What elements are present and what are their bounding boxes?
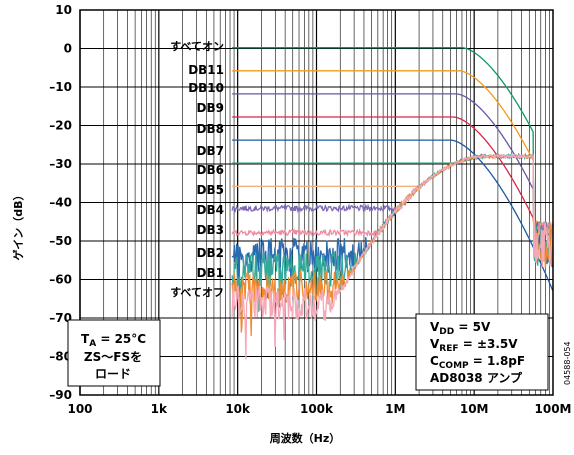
vref-value: = ±3.5V <box>459 337 519 351</box>
vref-symbol: V <box>430 337 440 351</box>
x-axis-label: 周波数（Hz） <box>270 431 341 445</box>
vdd-subscript: DD <box>439 327 454 337</box>
x-tick-label: 100k <box>300 402 334 416</box>
y-axis-label: ゲイン（dB） <box>11 189 25 260</box>
series-line-DB10 <box>232 93 554 235</box>
x-tick-label: 10M <box>460 402 489 416</box>
ta-symbol: T <box>81 332 90 346</box>
y-tick-label: –90 <box>49 388 72 402</box>
zs-fs-line2: ロード <box>95 367 131 381</box>
ta-annotation-box: TA = 25°C ZS～FSを ロード <box>67 319 161 387</box>
plot-border <box>79 9 554 396</box>
curve-label: すべてオフ <box>170 286 224 299</box>
curves <box>231 47 554 360</box>
series-line-すべてオフ <box>231 153 554 360</box>
curve-label: DB2 <box>197 246 224 260</box>
curve-label: DB11 <box>188 63 224 77</box>
curve-label: DB3 <box>197 223 224 237</box>
curve-label: すべてオン <box>170 40 224 53</box>
curve-label: DB6 <box>197 163 224 177</box>
y-tick-label: –80 <box>49 350 72 364</box>
curve-label: DB9 <box>197 101 224 115</box>
x-tick-label: 100 <box>67 402 92 416</box>
ccomp-subscript: COMP <box>439 361 469 371</box>
curve-label: DB7 <box>197 144 224 158</box>
vref-subscript: REF <box>439 344 458 354</box>
series-line-DB11 <box>232 70 554 235</box>
y-tick-label: –20 <box>49 119 72 133</box>
y-tick-label: –40 <box>49 196 72 210</box>
zs-fs-line1: ZS～FSを <box>84 350 142 364</box>
ta-value: = 25°C <box>96 332 146 346</box>
x-tick-label: 1M <box>385 402 405 416</box>
svg-text:CCOMP = 1.8pF: CCOMP = 1.8pF <box>430 354 525 371</box>
series-line-すべてオン <box>232 47 554 237</box>
svg-text:VREF = ±3.5V: VREF = ±3.5V <box>430 337 518 354</box>
series-line-DB9 <box>232 116 554 262</box>
curve-label: DB5 <box>197 183 224 197</box>
curve-labels: すべてオン DB11 DB10 DB9 DB8 DB7 DB6 DB5 DB4 DB3 DB2 DB1… <box>170 40 224 299</box>
curve-label: DB4 <box>197 203 224 217</box>
y-tick-label: 0 <box>64 42 72 56</box>
y-tick-label: –10 <box>49 80 72 94</box>
ta-subscript: A <box>89 339 96 349</box>
figure-id: 04588-054 <box>563 341 572 385</box>
x-tick-label: 100M <box>535 402 572 416</box>
vdd-symbol: V <box>430 320 440 334</box>
amp-label: AD8038 アンプ <box>430 370 523 385</box>
svg-text:TA = 25°C: TA = 25°C <box>81 332 146 349</box>
y-tick-label: –30 <box>49 157 72 171</box>
y-tick-label: –70 <box>49 311 72 325</box>
curve-label: DB1 <box>197 266 224 280</box>
ccomp-value: = 1.8pF <box>469 354 525 368</box>
y-tick-label: –60 <box>49 273 72 287</box>
y-tick-label: 10 <box>55 3 72 17</box>
conditions-annotation-box: VDD = 5V VREF = ±3.5V CCOMP = 1.8pF AD80… <box>415 313 549 391</box>
svg-text:VDD = 5V: VDD = 5V <box>430 320 491 337</box>
x-tick-label: 10k <box>225 402 251 416</box>
series-line-DB8 <box>232 139 554 292</box>
ccomp-symbol: C <box>430 354 439 368</box>
curve-label: DB10 <box>188 81 224 95</box>
curve-label: DB8 <box>197 122 224 136</box>
vdd-value: = 5V <box>454 320 491 334</box>
plot-frame <box>79 9 554 396</box>
y-tick-label: –50 <box>49 234 72 248</box>
series-line-DB6 <box>232 155 554 236</box>
x-tick-label: 1k <box>151 402 168 416</box>
